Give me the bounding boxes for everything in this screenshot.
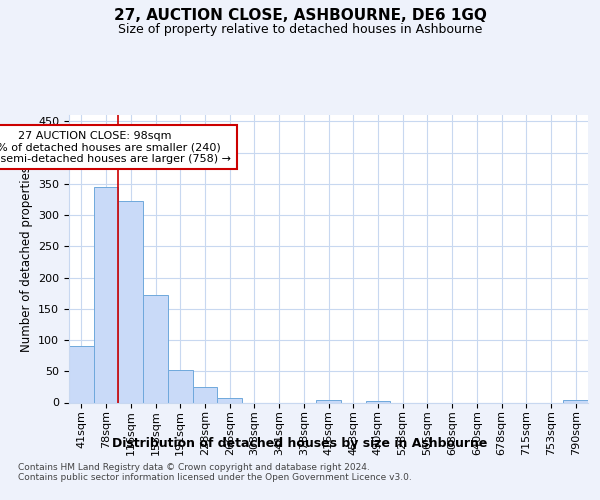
Bar <box>217 398 242 402</box>
Bar <box>118 201 143 402</box>
Bar <box>143 295 168 403</box>
Bar <box>316 400 341 402</box>
Bar <box>365 400 390 402</box>
Bar <box>94 187 118 402</box>
Text: 27 AUCTION CLOSE: 98sqm
← 24% of detached houses are smaller (240)
75% of semi-d: 27 AUCTION CLOSE: 98sqm ← 24% of detache… <box>0 130 232 164</box>
Text: Size of property relative to detached houses in Ashbourne: Size of property relative to detached ho… <box>118 22 482 36</box>
Text: Distribution of detached houses by size in Ashbourne: Distribution of detached houses by size … <box>112 438 488 450</box>
Y-axis label: Number of detached properties: Number of detached properties <box>20 166 32 352</box>
Bar <box>563 400 588 402</box>
Bar <box>193 387 217 402</box>
Text: Contains HM Land Registry data © Crown copyright and database right 2024.
Contai: Contains HM Land Registry data © Crown c… <box>18 462 412 482</box>
Bar <box>168 370 193 402</box>
Bar <box>69 346 94 403</box>
Text: 27, AUCTION CLOSE, ASHBOURNE, DE6 1GQ: 27, AUCTION CLOSE, ASHBOURNE, DE6 1GQ <box>113 8 487 22</box>
